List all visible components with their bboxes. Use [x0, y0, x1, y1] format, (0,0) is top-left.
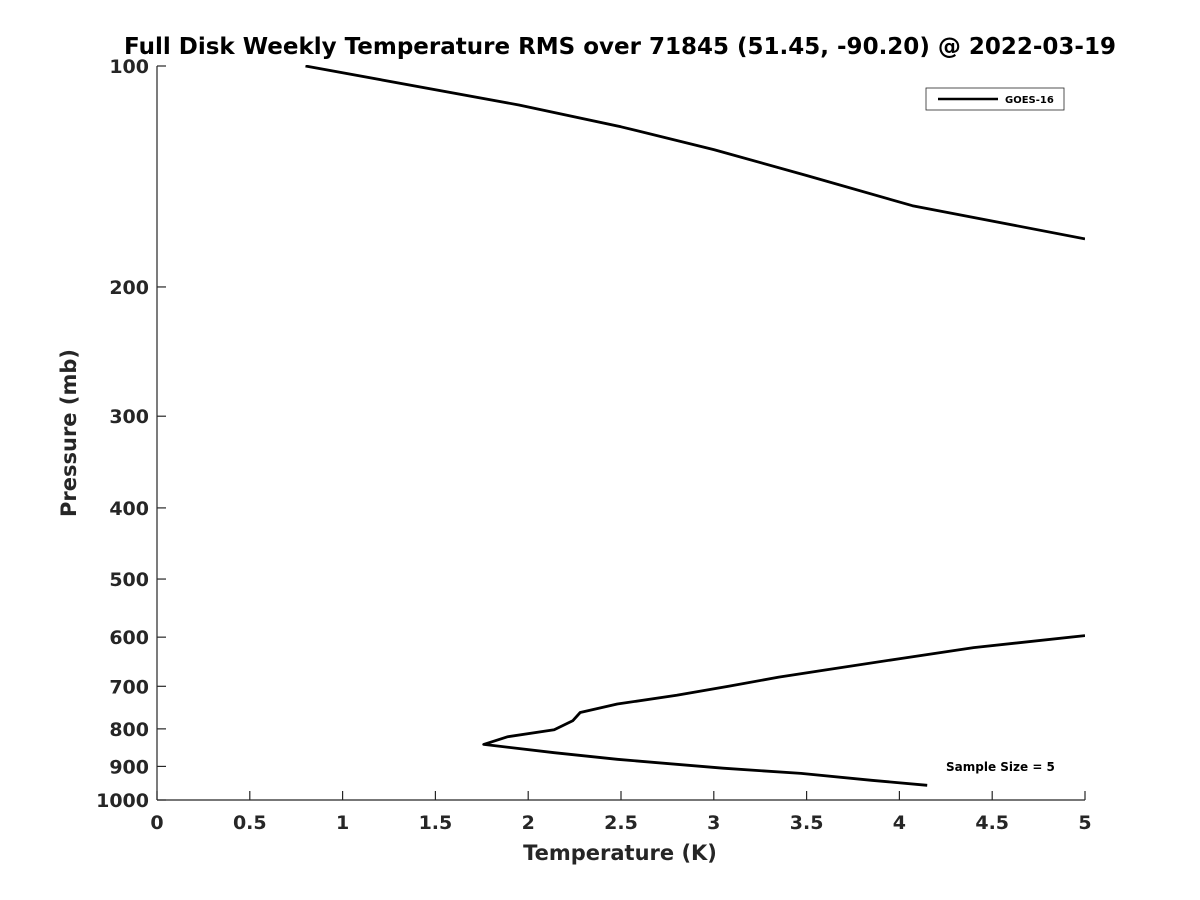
chart-title: Full Disk Weekly Temperature RMS over 71…: [124, 34, 1116, 60]
series-line-goes-16-segment-2: [482, 634, 1085, 787]
x-tick-label: 4.5: [975, 812, 1009, 834]
y-tick-label: 100: [109, 56, 149, 78]
x-axis-label: Temperature (K): [523, 841, 717, 865]
x-tick-label: 0: [150, 812, 163, 834]
x-tick-label: 5: [1078, 812, 1091, 834]
y-tick-label: 200: [109, 277, 149, 299]
sample-size-annotation: Sample Size = 5: [946, 760, 1055, 774]
x-tick-label: 3.5: [790, 812, 824, 834]
x-tick-label: 4: [893, 812, 906, 834]
x-tick-label: 2: [522, 812, 535, 834]
x-tick-label: 0.5: [233, 812, 267, 834]
y-tick-label: 500: [109, 569, 149, 591]
plot-area: 0 0.5 1 1.5 2 2.5 3 3.5 4 4.5 5 100 200 300 400 500 600…: [96, 56, 1092, 834]
y-tick-label: 600: [109, 627, 149, 649]
x-tick-label: 3: [707, 812, 720, 834]
axes-layer: [156, 66, 1085, 801]
series-line-goes-16-segment-1: [305, 65, 1085, 241]
x-tick-label: 2.5: [604, 812, 638, 834]
x-tick-label: 1.5: [419, 812, 453, 834]
y-tick-label: 400: [109, 498, 149, 520]
y-tick-label: 800: [109, 719, 149, 741]
y-ticks: 100 200 300 400 500 600 700 800 900 1000: [96, 56, 166, 812]
legend: GOES-16: [925, 87, 1065, 111]
y-tick-label: 300: [109, 406, 149, 428]
x-ticks: 0 0.5 1 1.5 2 2.5 3 3.5 4 4.5 5: [150, 791, 1092, 834]
y-tick-label: 1000: [96, 790, 149, 812]
y-tick-label: 700: [109, 676, 149, 698]
legend-label-goes-16: GOES-16: [1005, 95, 1054, 106]
x-tick-label: 1: [336, 812, 349, 834]
y-tick-label: 900: [109, 756, 149, 778]
series-layer: [305, 65, 1085, 787]
y-axis-label: Pressure (mb): [57, 349, 81, 517]
